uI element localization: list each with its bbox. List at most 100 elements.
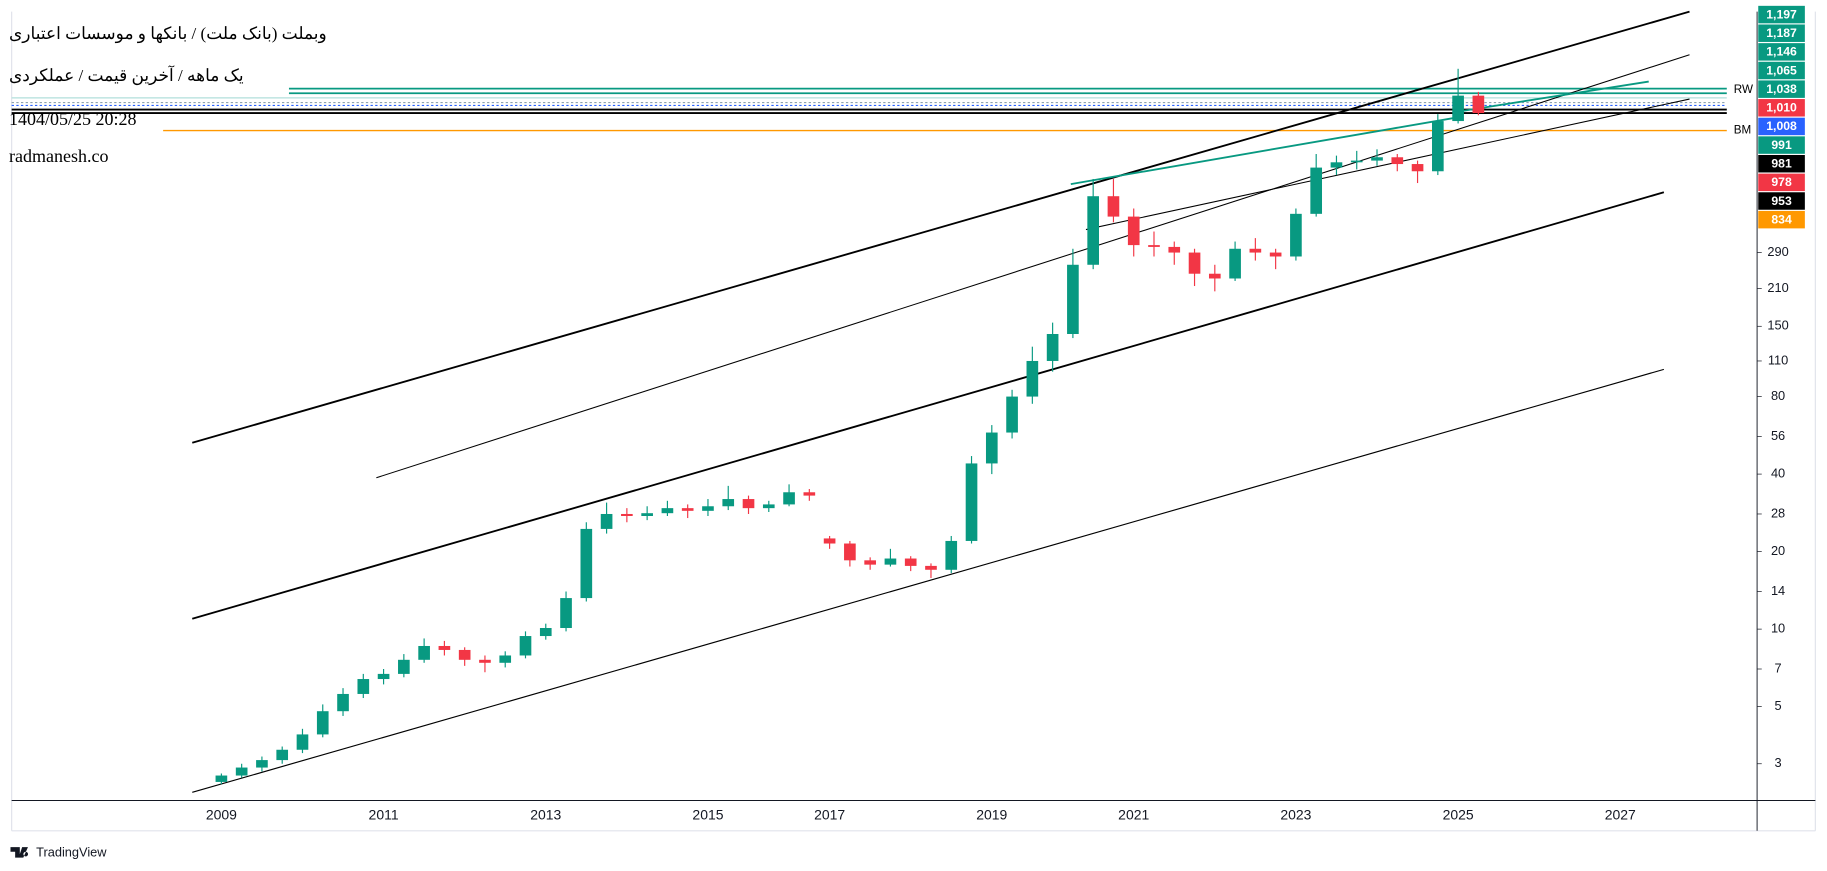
x-tick-label: 2025: [1443, 806, 1474, 822]
price-label-box: [1758, 5, 1805, 24]
candle-body: [844, 543, 856, 561]
candle-body: [702, 506, 714, 511]
candle-body: [945, 540, 958, 570]
candle-body: [965, 463, 978, 541]
candle-body: [377, 673, 390, 680]
x-tick-label: 2013: [530, 806, 561, 822]
price-label: 834: [1771, 212, 1792, 226]
candle-body: [316, 711, 329, 735]
horizontal-drawings: [11, 87, 1727, 132]
y-tick-label: 290: [1767, 244, 1788, 259]
y-tick-label: 210: [1767, 280, 1788, 295]
y-tick-label: 40: [1771, 465, 1785, 480]
y-tick-label: 110: [1768, 352, 1788, 367]
drawing-label: RW: [1734, 83, 1753, 96]
price-label: 991: [1771, 138, 1792, 152]
drawing-label: BM: [1734, 124, 1751, 137]
candle-body: [1310, 167, 1323, 214]
candle-body: [600, 513, 613, 529]
candle-body: [357, 679, 370, 694]
candle-body: [1148, 245, 1160, 247]
price-label-box: [1758, 99, 1805, 117]
price-label: 1,197: [1766, 7, 1797, 21]
x-tick-label: 2019: [976, 806, 1007, 822]
axes: 3 5 7 10 14 20 28 40 56 80 110 150 210 290 1,197 1,187 1…: [206, 5, 1805, 822]
candle-body: [479, 659, 491, 663]
trend-line: [191, 191, 1665, 620]
price-label-box: [1758, 154, 1805, 173]
candle-body: [1006, 396, 1018, 433]
candle-body: [337, 693, 349, 712]
y-tick-label: 10: [1771, 621, 1785, 636]
trend-line: [1070, 115, 1463, 186]
chart-title: وبملت (بانک ملت) / بانکها و موسسات اعتبا…: [9, 24, 327, 43]
x-tick-label: 2009: [206, 806, 237, 822]
candle-body: [256, 760, 268, 768]
price-label-box: [1758, 61, 1805, 80]
candle-body: [1046, 333, 1059, 361]
candle-body: [499, 655, 512, 663]
price-label-box: [1758, 24, 1805, 42]
candle-body: [1452, 95, 1464, 122]
candle-body: [904, 558, 917, 566]
candle-body: [641, 513, 653, 516]
candle-body: [1472, 95, 1485, 114]
y-tick-label: 150: [1767, 318, 1788, 333]
candle-body: [722, 499, 735, 507]
y-tick-label: 3: [1775, 755, 1782, 770]
x-tick-label: 2023: [1280, 806, 1311, 822]
candle-body: [1391, 157, 1404, 165]
candle-body: [1208, 273, 1221, 279]
candles: [215, 68, 1485, 785]
y-tick-label: 5: [1775, 698, 1782, 713]
trend-line: [191, 10, 1690, 444]
candle-body: [985, 432, 998, 464]
candle-body: [1087, 196, 1099, 265]
trend-line: [192, 368, 1665, 793]
y-tick-label: 14: [1771, 583, 1785, 598]
price-label: 1,146: [1766, 45, 1797, 59]
x-tick-label: 2011: [369, 806, 399, 822]
price-label-box: [1758, 80, 1805, 98]
candle-body: [681, 508, 694, 511]
price-label-box: [1758, 43, 1805, 61]
y-tick-label: 56: [1771, 428, 1785, 443]
annotation-date: 1404/05/25 20:28: [9, 109, 137, 129]
candle-body: [1371, 157, 1383, 161]
channel-drawings: [191, 10, 1690, 793]
candle-body: [1229, 248, 1241, 279]
price-label: 1,065: [1766, 63, 1797, 77]
candle-body: [1188, 252, 1201, 274]
candle-body: [1269, 252, 1282, 257]
price-label-box: [1758, 117, 1805, 136]
candle-body: [762, 504, 775, 509]
candle-body: [742, 499, 755, 509]
y-tick-label: 20: [1771, 543, 1785, 558]
trend-line: [376, 54, 1690, 479]
x-tick-label: 2017: [814, 806, 845, 822]
candle-body: [1249, 248, 1262, 253]
candle-body: [235, 767, 248, 776]
trend-line: [1085, 98, 1690, 231]
price-label: 1,010: [1766, 101, 1797, 115]
candle-body: [1026, 360, 1039, 397]
brand-text: TradingView: [36, 844, 107, 859]
y-tick-label: 7: [1775, 660, 1782, 675]
candle-body: [398, 659, 410, 674]
candle-body: [438, 645, 451, 650]
price-label: 1,038: [1766, 82, 1797, 96]
price-label-box: [1758, 210, 1805, 229]
price-label: 953: [1771, 194, 1792, 208]
candle-body: [519, 636, 532, 656]
candle-body: [276, 749, 289, 761]
annotation-site: radmanesh.co: [9, 146, 109, 166]
chart-subtitle: یک ماهه / آخرین قیمت / عملکردی: [9, 66, 244, 85]
candle-body: [580, 528, 593, 599]
x-tick-label: 2015: [692, 806, 723, 822]
candle-body: [925, 565, 937, 570]
y-tick-label: 80: [1771, 388, 1785, 403]
candle-body: [418, 645, 430, 660]
